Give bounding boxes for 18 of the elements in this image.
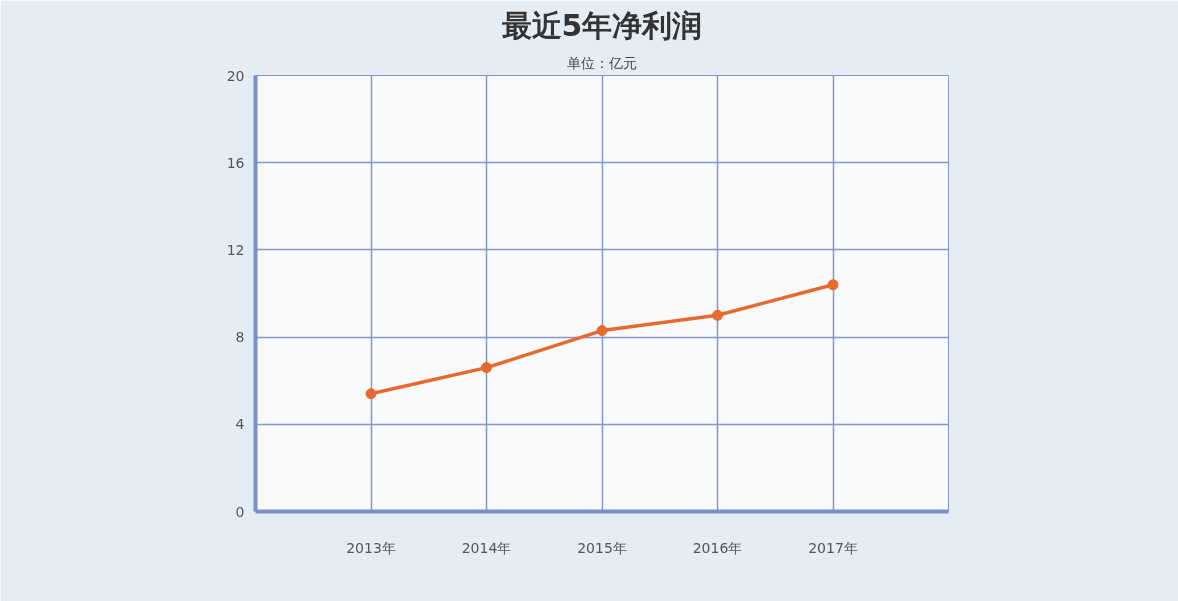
chart-subtitle: 单位：亿元 [567,54,637,71]
y-tick-label: 8 [235,329,245,346]
y-tick-label: 4 [235,416,245,433]
x-tick-label: 2016年 [692,539,743,556]
y-tick-label: 0 [235,503,245,520]
x-tick-label: 2013年 [346,539,396,556]
chart-title: 最近5年净利润 [501,7,703,43]
x-tick-label: 2017年 [808,539,858,556]
point [481,362,492,374]
point [712,309,723,321]
y-tick-label: 12 [226,241,245,258]
x-tick-label: 2014年 [461,539,512,556]
y-tick-label: 20 [226,67,245,84]
point [596,325,608,337]
x-tick-label: 2015年 [577,539,627,556]
point [365,388,377,400]
point [827,279,839,291]
y-tick-label: 16 [226,154,245,171]
